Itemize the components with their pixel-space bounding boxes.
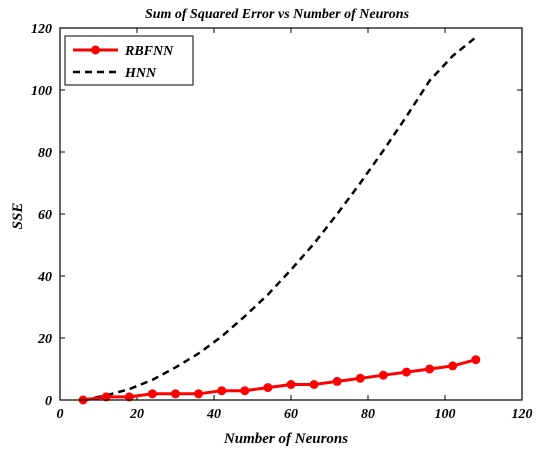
rbfnn-point: [171, 389, 180, 399]
rbfnn-point: [309, 380, 319, 389]
rbfnn-point: [194, 389, 204, 399]
chart-title: Sum of Squared Error vs Number of Neuron…: [145, 7, 410, 22]
y-tick-label: 20: [37, 332, 52, 347]
x-tick-label: 0: [57, 407, 64, 422]
rbfnn-point: [217, 386, 227, 396]
y-tick-label: 60: [38, 208, 52, 223]
series-layer: [78, 36, 481, 405]
series-hnn-line: [82, 36, 477, 402]
legend-box: [64, 35, 194, 86]
y-axis-label: SSE: [10, 203, 26, 230]
rbfnn-point: [124, 392, 134, 402]
rbfnn-point: [263, 383, 273, 393]
y-tick-label: 120: [31, 22, 52, 37]
axis-ticks: 0 20 40 60 80 100 120 0 20 40 60 80 100 120: [31, 22, 533, 422]
x-tick-label: 20: [129, 407, 144, 422]
rbfnn-point: [101, 392, 111, 402]
legend-rbfnn-marker: [91, 45, 100, 55]
x-tick-label: 40: [206, 407, 221, 422]
rbfnn-point: [425, 364, 435, 374]
y-tick-label: 80: [38, 146, 52, 161]
rbfnn-point: [402, 367, 411, 377]
plot-area: [60, 28, 522, 400]
y-tick-label: 0: [45, 394, 52, 409]
legend: RBFNN HNN: [64, 35, 194, 86]
rbfnn-point: [355, 373, 365, 383]
x-tick-label: 120: [512, 407, 533, 422]
x-tick-label: 100: [435, 407, 456, 422]
rbfnn-point: [471, 355, 481, 365]
x-axis-label: Number of Neurons: [223, 431, 348, 447]
rbfnn-point: [147, 389, 157, 399]
rbfnn-point: [286, 380, 296, 389]
y-tick-label: 100: [31, 84, 52, 99]
legend-rbfnn-label: RBFNN: [124, 44, 174, 59]
legend-hnn-label: HNN: [124, 66, 157, 81]
rbfnn-point: [448, 361, 458, 371]
rbfnn-point: [332, 376, 342, 386]
x-tick-label: 60: [284, 407, 298, 422]
rbfnn-point: [240, 386, 250, 396]
x-tick-label: 80: [361, 407, 375, 422]
rbfnn-point: [378, 370, 388, 380]
plot-frame: [59, 27, 523, 401]
y-tick-label: 40: [37, 270, 52, 285]
